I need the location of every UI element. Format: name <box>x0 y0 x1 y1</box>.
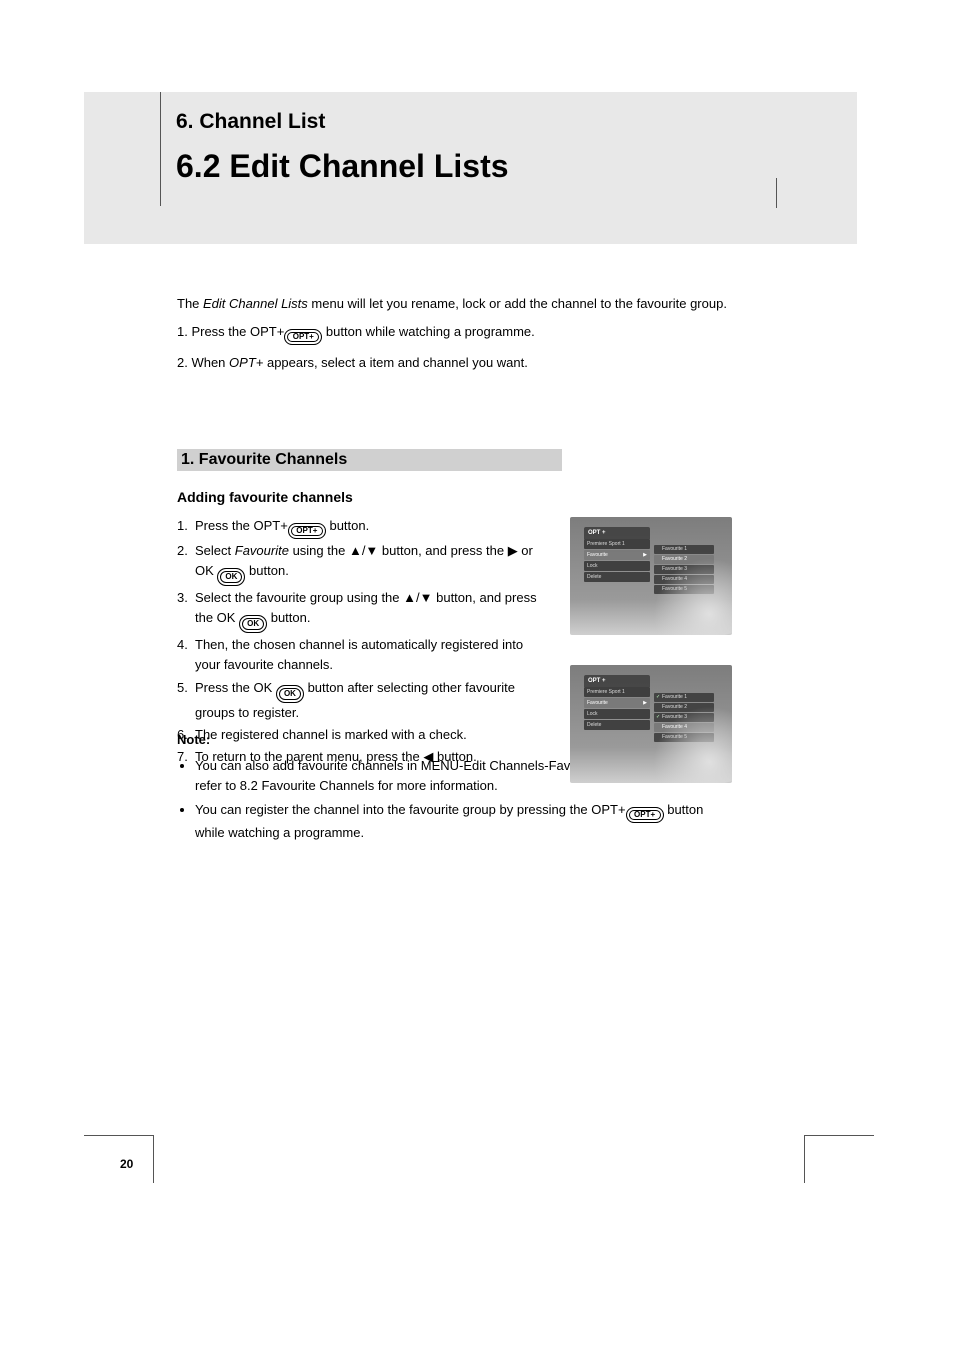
step-number: 3. <box>177 588 188 608</box>
ok-button-icon: OK <box>276 685 304 703</box>
osd-right-item: Favourite 4 <box>654 575 714 584</box>
text: You can register the channel into the fa… <box>195 802 626 817</box>
text: The <box>177 296 203 311</box>
opt-plus-button-icon: OPT+ <box>288 523 326 539</box>
chapter-label: 6. Channel List <box>176 110 325 134</box>
text-em: Favourite <box>235 543 289 558</box>
text-em: OPT+ <box>229 355 263 370</box>
osd-left-menu: Premiere Sport 1Favourite▶LockDelete <box>584 539 650 583</box>
osd-left-item: Premiere Sport 1 <box>584 539 650 549</box>
text: button. <box>329 518 369 533</box>
osd-right-item: Favourite 2 <box>654 555 714 564</box>
check-icon: ✓ <box>656 693 660 702</box>
osd-right-item: Favourite 3✓ <box>654 713 714 722</box>
step-3: 3. Select the favourite group using the … <box>177 588 543 633</box>
text: 1. Press the OPT+ <box>177 324 284 339</box>
chapter-banner: 6. Channel List 6.2 Edit Channel Lists <box>84 92 857 244</box>
opt-plus-button-icon: OPT+ <box>284 329 322 345</box>
osd-right-menu: Favourite 1Favourite 2Favourite 3Favouri… <box>654 545 714 595</box>
step-number: 1. <box>177 516 188 536</box>
right-arrow-icon: ▶ <box>643 698 647 708</box>
osd-right-item: Favourite 1 <box>654 545 714 554</box>
intro-line-2: 1. Press the OPT+OPT+ button while watch… <box>177 322 733 345</box>
step-number: 4. <box>177 635 188 655</box>
chapter-title: 6.2 Edit Channel Lists <box>176 148 509 185</box>
banner-rule-right <box>776 178 777 208</box>
step-4: 4. Then, the chosen channel is automatic… <box>177 635 543 675</box>
text: button, and press the <box>378 543 507 558</box>
text: Press the OK <box>195 680 272 695</box>
osd-left-item: Favourite▶ <box>584 698 650 708</box>
osd-right-menu: Favourite 1✓Favourite 2Favourite 3✓Favou… <box>654 693 714 743</box>
text: menu will let you rename, lock or add th… <box>308 296 727 311</box>
osd-left-item: Lock <box>584 561 650 571</box>
text: button. <box>249 563 289 578</box>
osd-title: OPT + <box>584 527 650 539</box>
footer-rule-left <box>84 1135 154 1183</box>
subheading: Adding favourite channels <box>177 489 733 505</box>
banner-rule-left <box>160 92 161 206</box>
text: 2. When <box>177 355 229 370</box>
text: using the <box>289 543 349 558</box>
text: appears, select a item and channel you w… <box>263 355 528 370</box>
osd-left-item: Lock <box>584 709 650 719</box>
intro-line-1: The Edit Channel Lists menu will let you… <box>177 294 733 314</box>
check-icon: ✓ <box>656 713 660 722</box>
intro-line-3: 2. When OPT+ appears, select a item and … <box>177 353 733 373</box>
footer-rule-right <box>804 1135 874 1183</box>
right-arrow-icon: ▶ <box>643 550 647 560</box>
osd-left-menu: Premiere Sport 1Favourite▶LockDelete <box>584 687 650 731</box>
text: Select <box>195 543 235 558</box>
tv-screenshot-1: OPT + Premiere Sport 1Favourite▶LockDele… <box>570 517 732 635</box>
step-number: 5. <box>177 678 188 698</box>
step-2: 2. Select Favourite using the ▲/▼ button… <box>177 541 543 586</box>
up-down-icon: ▲/▼ <box>403 590 432 605</box>
osd-right-item: Favourite 2 <box>654 703 714 712</box>
step-1: 1. Press the OPT+OPT+ button. <box>177 516 543 539</box>
osd-left-item: Premiere Sport 1 <box>584 687 650 697</box>
osd-right-item: Favourite 3 <box>654 565 714 574</box>
intro-paragraph: The Edit Channel Lists menu will let you… <box>177 294 733 381</box>
up-down-icon: ▲/▼ <box>349 543 378 558</box>
osd-left-item: Delete <box>584 720 650 730</box>
text: button while watching a programme. <box>326 324 535 339</box>
ok-button-icon: OK <box>217 568 245 586</box>
page-number: 20 <box>120 1157 133 1171</box>
step-5: 5. Press the OK OK button after selectin… <box>177 678 543 723</box>
opt-plus-button-icon: OPT+ <box>626 807 664 823</box>
step-number: 2. <box>177 541 188 561</box>
section-heading: 1. Favourite Channels <box>177 449 562 471</box>
tv-screenshot-2: OPT + Premiere Sport 1Favourite▶LockDele… <box>570 665 732 783</box>
osd-right-item: Favourite 4 <box>654 723 714 732</box>
osd-right-item: Favourite 1✓ <box>654 693 714 702</box>
right-arrow-icon: ▶ <box>508 543 518 558</box>
note-item-2: You can register the channel into the fa… <box>195 800 733 843</box>
ok-button-icon: OK <box>239 615 267 633</box>
osd-left-item: Delete <box>584 572 650 582</box>
text-em: Edit Channel Lists <box>203 296 308 311</box>
text: Press the OPT+ <box>195 518 288 533</box>
text: Then, the chosen channel is automaticall… <box>195 637 523 672</box>
text: button. <box>271 610 311 625</box>
osd-right-item: Favourite 5 <box>654 733 714 742</box>
osd-left-item: Favourite▶ <box>584 550 650 560</box>
osd-title: OPT + <box>584 675 650 687</box>
text: Select the favourite group using the <box>195 590 403 605</box>
page: 6. Channel List 6.2 Edit Channel Lists T… <box>0 0 954 1351</box>
osd-right-item: Favourite 5 <box>654 585 714 594</box>
